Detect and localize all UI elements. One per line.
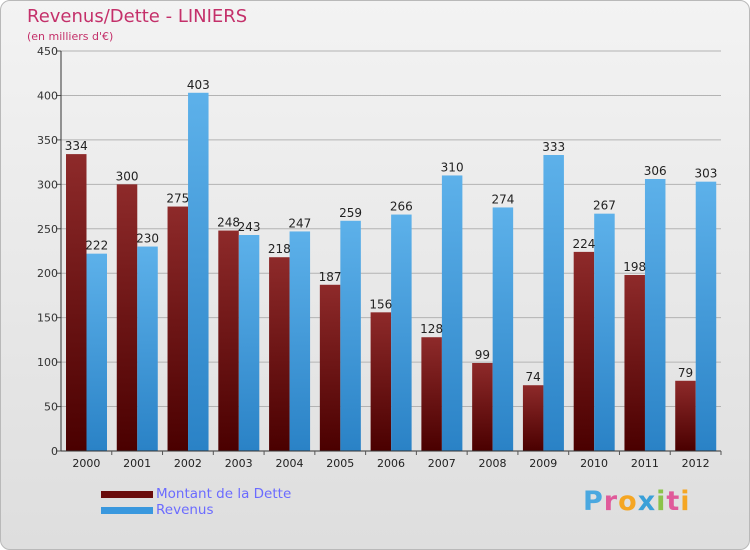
x-tick-label: 2000 <box>72 457 100 470</box>
data-label-revenus: 230 <box>136 232 159 246</box>
data-label-dette: 218 <box>268 242 291 256</box>
bar-dette <box>218 230 239 451</box>
data-label-dette: 275 <box>166 192 189 206</box>
data-label-revenus: 247 <box>288 216 311 230</box>
bar-dette <box>472 363 493 451</box>
y-tick-label: 450 <box>37 45 58 58</box>
x-tick-label: 2012 <box>682 457 710 470</box>
x-tick-label: 2004 <box>275 457 303 470</box>
data-label-revenus: 222 <box>85 239 108 253</box>
x-tick-label: 2002 <box>174 457 202 470</box>
bar-dette <box>421 337 442 451</box>
y-tick-label: 250 <box>37 223 58 236</box>
x-tick-label: 2007 <box>428 457 456 470</box>
bar-dette <box>675 380 696 451</box>
bar-revenus <box>289 231 311 451</box>
bar-dette <box>66 154 87 451</box>
y-tick-label: 300 <box>37 178 58 191</box>
axis-layer: 0 50 100 150 200 250 300 350 400 450 2000 2001 2002 2… <box>37 45 722 470</box>
x-tick-label: 2011 <box>631 457 659 470</box>
legend-label-dette: Montant de la Dette <box>156 486 292 502</box>
legend-swatch-dette <box>101 491 153 498</box>
proxiti-logo: Proxiti <box>583 486 691 517</box>
data-label-revenus: 267 <box>593 199 616 213</box>
logo-letter: o <box>618 486 638 517</box>
data-label-dette: 187 <box>319 270 342 284</box>
bar-revenus <box>391 214 412 451</box>
data-label-revenus: 274 <box>491 192 514 206</box>
logo-letter: t <box>666 486 681 517</box>
x-tick-label: 2005 <box>326 457 354 470</box>
bar-dette <box>269 257 290 451</box>
bar-revenus <box>86 253 107 451</box>
data-label-dette: 99 <box>475 348 490 362</box>
y-tick-label: 150 <box>37 312 58 325</box>
logo-letter: i <box>656 486 667 517</box>
bar-dette <box>522 385 544 451</box>
legend-swatch-revenus <box>101 507 153 514</box>
data-label-dette: 74 <box>526 370 541 384</box>
x-tick-label: 2001 <box>123 457 151 470</box>
y-tick-label: 0 <box>51 445 58 458</box>
bar-dette <box>319 284 341 451</box>
chart-title: Revenus/Dette - LINIERS <box>27 6 248 27</box>
data-label-revenus: 310 <box>441 160 464 174</box>
y-tick-label: 400 <box>37 89 58 102</box>
data-label-dette: 248 <box>217 216 240 230</box>
data-label-dette: 334 <box>65 139 88 153</box>
x-tick-label: 2009 <box>529 457 557 470</box>
bars-layer <box>66 92 717 452</box>
logo-letter: x <box>637 486 657 517</box>
data-label-revenus: 266 <box>390 200 413 214</box>
data-label-dette: 156 <box>369 297 392 311</box>
bar-revenus <box>594 213 615 451</box>
data-label-revenus: 303 <box>695 167 718 181</box>
data-label-revenus: 243 <box>238 220 261 234</box>
bar-dette <box>573 251 595 451</box>
bar-dette <box>624 275 645 451</box>
data-label-revenus: 259 <box>339 206 362 220</box>
data-label-revenus: 403 <box>187 78 210 92</box>
x-tick-label: 2008 <box>479 457 507 470</box>
bar-revenus <box>441 175 463 451</box>
data-label-revenus: 306 <box>644 164 667 178</box>
bar-dette <box>370 312 392 451</box>
data-label-dette: 300 <box>116 169 139 183</box>
logo-letter: P <box>583 486 604 517</box>
logo-letter: r <box>603 486 619 517</box>
chart-subtitle: (en milliers d'€) <box>27 30 114 43</box>
bar-revenus <box>238 235 260 451</box>
bar-dette <box>116 184 138 452</box>
bar-revenus <box>695 181 717 451</box>
x-tick-label: 2003 <box>225 457 253 470</box>
bar-revenus <box>188 92 209 452</box>
data-label-dette: 224 <box>572 237 595 251</box>
legend-label-revenus: Revenus <box>156 502 214 518</box>
bar-revenus <box>644 179 666 451</box>
y-tick-label: 50 <box>44 401 58 414</box>
bar-dette <box>167 206 189 451</box>
data-label-dette: 198 <box>623 260 646 274</box>
data-label-revenus: 333 <box>542 140 565 154</box>
bar-revenus <box>137 246 158 451</box>
y-tick-label: 200 <box>37 267 58 280</box>
y-tick-label: 100 <box>37 356 58 369</box>
x-tick-label: 2010 <box>580 457 608 470</box>
data-label-dette: 79 <box>678 366 693 380</box>
y-tick-label: 350 <box>37 134 58 147</box>
bar-revenus <box>543 155 564 451</box>
logo-letter: i <box>680 486 691 517</box>
bar-revenus <box>340 220 361 451</box>
x-tick-label: 2006 <box>377 457 405 470</box>
bar-revenus <box>492 207 514 451</box>
data-label-dette: 128 <box>420 322 443 336</box>
